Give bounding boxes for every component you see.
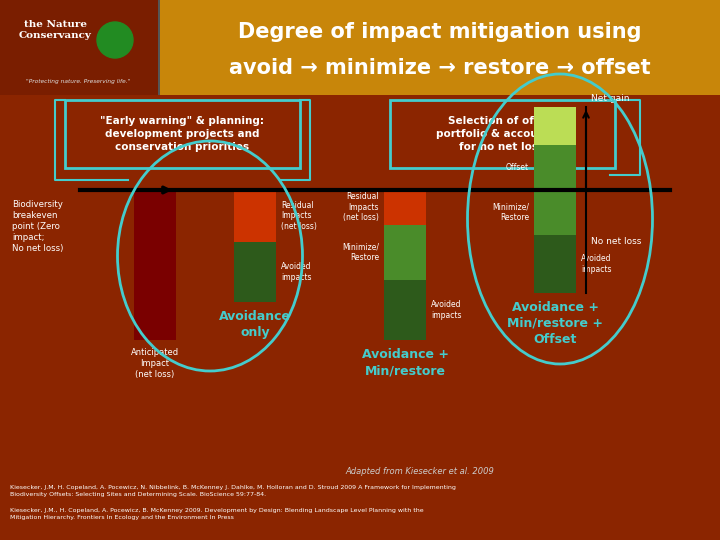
Bar bbox=[234, 242, 276, 302]
Text: Minimize/
Restore: Minimize/ Restore bbox=[492, 202, 529, 222]
Text: Degree of impact mitigation using: Degree of impact mitigation using bbox=[238, 22, 642, 42]
Bar bbox=[65, 100, 300, 168]
Text: Avoidance +
Min/restore: Avoidance + Min/restore bbox=[361, 348, 449, 377]
Bar bbox=[534, 190, 576, 235]
Bar bbox=[134, 190, 176, 340]
Bar bbox=[534, 235, 576, 293]
Text: Minimize/
Restore: Minimize/ Restore bbox=[342, 242, 379, 262]
Text: Avoidance
only: Avoidance only bbox=[219, 310, 291, 339]
Circle shape bbox=[97, 22, 133, 58]
Text: Kiesecker, J.M., H. Copeland, A. Pocewicz, B. McKenney 2009. Development by Desi: Kiesecker, J.M., H. Copeland, A. Pocewic… bbox=[10, 508, 423, 519]
Bar bbox=[384, 280, 426, 340]
Text: Residual
Impacts
(net loss): Residual Impacts (net loss) bbox=[343, 192, 379, 222]
Text: Biodiversity
breakeven
point (Zero
impact;
No net loss): Biodiversity breakeven point (Zero impac… bbox=[12, 200, 63, 253]
Text: Net gain: Net gain bbox=[591, 94, 629, 103]
Text: Selection of offset
portfolio & accounting
for no net loss: Selection of offset portfolio & accounti… bbox=[436, 116, 568, 152]
Text: Offset: Offset bbox=[506, 164, 529, 172]
Text: Residual
Impacts
(net loss): Residual Impacts (net loss) bbox=[281, 201, 317, 231]
Text: Avoidance +
Min/restore +
Offset: Avoidance + Min/restore + Offset bbox=[507, 301, 603, 346]
Bar bbox=[0, 0, 720, 95]
Bar bbox=[534, 107, 576, 145]
Bar bbox=[390, 100, 615, 168]
Text: Kiesecker, J.M, H. Copeland, A. Pocewicz, N. Nibbelink, B. McKenney J. Dahlke, M: Kiesecker, J.M, H. Copeland, A. Pocewicz… bbox=[10, 485, 456, 497]
Text: Avoided
impacts: Avoided impacts bbox=[431, 300, 462, 320]
Text: Avoided
impacts: Avoided impacts bbox=[281, 262, 312, 282]
Bar bbox=[158, 0, 160, 95]
Bar bbox=[384, 190, 426, 225]
Bar bbox=[384, 225, 426, 280]
Text: avoid → minimize → restore → offset: avoid → minimize → restore → offset bbox=[229, 58, 651, 78]
Text: No net loss: No net loss bbox=[591, 237, 642, 246]
Text: Anticipated
Impact
(net loss): Anticipated Impact (net loss) bbox=[131, 348, 179, 379]
Text: Avoided
impacts: Avoided impacts bbox=[581, 254, 611, 274]
Text: "Early warning" & planning:
development projects and
conservation priorities: "Early warning" & planning: development … bbox=[100, 116, 264, 152]
Bar bbox=[234, 190, 276, 242]
Text: Adapted from Kiesecker et al. 2009: Adapted from Kiesecker et al. 2009 bbox=[346, 468, 495, 476]
Bar bbox=[0, 0, 160, 95]
Text: the Nature
Conservancy: the Nature Conservancy bbox=[19, 20, 91, 40]
Bar bbox=[534, 145, 576, 190]
Text: "Protecting nature. Preserving life.": "Protecting nature. Preserving life." bbox=[26, 79, 130, 84]
